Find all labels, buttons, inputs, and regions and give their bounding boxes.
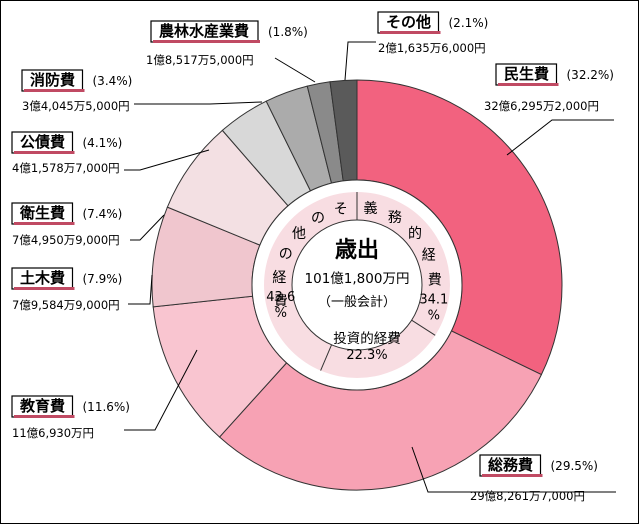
slice-percent-3: (7.9%) bbox=[83, 272, 123, 286]
slice-label-5: 公債費 bbox=[20, 133, 65, 151]
ring-label-2-char-2: 他 bbox=[292, 226, 306, 242]
slice-amount-4: 7億4,950万9,000円 bbox=[12, 233, 120, 247]
slice-label-shadow-5 bbox=[14, 151, 75, 154]
center-title: 歳出 bbox=[335, 238, 379, 263]
slice-label-7: 農林水産業費 bbox=[159, 22, 249, 40]
ring-label-0-char-4: 費 bbox=[428, 273, 442, 289]
leader-line-4 bbox=[130, 214, 165, 241]
slice-label-2: 教育費 bbox=[19, 397, 65, 415]
slice-label-3: 土木費 bbox=[20, 269, 65, 287]
slice-label-6: 消防費 bbox=[30, 71, 75, 89]
ring-pct-0-sign: % bbox=[428, 309, 440, 324]
slice-amount-0: 32億6,295万2,000円 bbox=[484, 99, 599, 113]
slice-label-shadow-0 bbox=[498, 83, 559, 86]
slice-label-8: その他 bbox=[386, 13, 431, 31]
leader-line-1 bbox=[411, 446, 616, 493]
ring-label-0-char-2: 的 bbox=[408, 226, 422, 242]
ring-label-2-char-4: 経 bbox=[272, 270, 286, 286]
ring-label-1: 投資的経費 bbox=[333, 331, 401, 347]
inner-divider-1 bbox=[411, 319, 436, 336]
ring-label-0-char-0: 義 bbox=[364, 200, 378, 217]
slice-amount-2: 11億6,930万円 bbox=[12, 426, 94, 440]
slice-label-shadow-6 bbox=[24, 89, 85, 92]
slice-amount-7: 1億8,517万5,000円 bbox=[146, 53, 254, 67]
slice-amount-5: 4億1,578万7,000円 bbox=[12, 161, 120, 175]
slice-percent-7: (1.8%) bbox=[268, 25, 308, 39]
leader-line-8 bbox=[344, 41, 376, 81]
leader-line-7 bbox=[274, 57, 316, 83]
leader-line-0 bbox=[506, 119, 614, 156]
leader-line-3 bbox=[128, 274, 153, 305]
slice-label-shadow-3 bbox=[14, 287, 75, 290]
slice-percent-6: (3.4%) bbox=[93, 74, 133, 88]
slice-percent-0: (32.2%) bbox=[567, 68, 614, 82]
slice-percent-4: (7.4%) bbox=[83, 207, 123, 221]
ring-pct-2: 43.6 bbox=[266, 290, 295, 305]
center-subtitle: （一般会計） bbox=[318, 294, 396, 310]
slice-percent-5: (4.1%) bbox=[83, 136, 123, 150]
slice-label-4: 衛生費 bbox=[19, 204, 65, 222]
inner-divider-2 bbox=[320, 344, 333, 371]
slice-label-1: 総務費 bbox=[488, 456, 533, 474]
ring-label-2-char-3: の bbox=[279, 246, 293, 262]
slice-percent-2: (11.6%) bbox=[83, 400, 130, 414]
slice-percent-8: (2.1%) bbox=[449, 16, 489, 30]
center-total: 101億1,800万円 bbox=[305, 271, 410, 287]
slice-label-shadow-8 bbox=[380, 31, 441, 34]
ring-pct-0: 34.1 bbox=[419, 293, 448, 308]
slice-label-shadow-4 bbox=[14, 222, 75, 225]
slice-percent-1: (29.5%) bbox=[551, 459, 598, 473]
slice-label-0: 民生費 bbox=[504, 65, 549, 83]
slice-amount-1: 29億8,261万7,000円 bbox=[470, 489, 585, 503]
slice-amount-6: 3億4,045万5,000円 bbox=[22, 99, 130, 113]
ring-label-2-char-5: 費 bbox=[274, 294, 288, 310]
leader-line-5 bbox=[124, 149, 210, 171]
ring-label-2-char-1: の bbox=[311, 210, 325, 226]
ring-pct-1: 22.3% bbox=[346, 348, 387, 363]
slice-amount-8: 2億1,635万6,000円 bbox=[378, 41, 486, 55]
leader-line-6 bbox=[134, 101, 263, 105]
slice-label-shadow-1 bbox=[482, 474, 543, 477]
slice-label-shadow-7 bbox=[153, 40, 260, 43]
slice-label-shadow-2 bbox=[14, 415, 75, 418]
ring-label-2-char-0: そ bbox=[334, 202, 348, 218]
ring-label-0-char-1: 務 bbox=[388, 210, 402, 226]
slice-amount-3: 7億9,584万9,000円 bbox=[12, 298, 120, 312]
ring-label-0-char-3: 経 bbox=[422, 248, 436, 264]
leader-line-2 bbox=[124, 349, 198, 431]
ring-pct-2-sign: % bbox=[275, 306, 287, 321]
